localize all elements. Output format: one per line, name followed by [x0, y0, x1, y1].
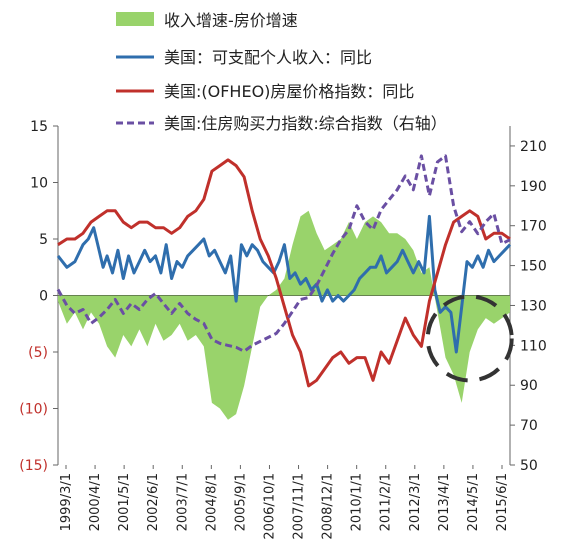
left-axis-tick-label: (10)	[19, 402, 48, 418]
x-axis-tick-label: 2011/2/1	[379, 473, 394, 531]
left-axis-tick-label: 10	[30, 176, 48, 192]
right-axis-tick-label: 210	[520, 139, 547, 155]
right-axis-tick-label: 90	[520, 378, 538, 394]
left-axis-tick-label: (15)	[19, 458, 48, 474]
line-layer	[56, 154, 512, 388]
legend-label-us-hpi: 美国:(OFHEO)房屋价格指数：同比	[164, 82, 414, 101]
series-area-income_minus_house	[58, 210, 510, 420]
legend: 收入增速-房价增速 美国：可支配个人收入：同比 美国:(OFHEO)房屋价格指数…	[116, 11, 447, 133]
x-axis-tick-label: 1999/3/1	[59, 473, 74, 531]
right-axis-tick-label: 170	[520, 219, 547, 235]
right-axis-tick-label: 190	[520, 179, 547, 195]
legend-swatch-income-minus-house	[116, 12, 154, 26]
x-axis-tick-label: 2001/5/1	[117, 473, 132, 531]
x-axis-tick-label: 2015/6/1	[495, 473, 510, 531]
x-axis-tick-label: 2005/9/1	[233, 473, 248, 531]
series-line-us_income	[56, 214, 512, 354]
right-axis-tick-label: 50	[520, 458, 538, 474]
legend-label-us-income: 美国：可支配个人收入：同比	[164, 48, 372, 67]
x-axis-tick-label: 2004/8/1	[204, 473, 219, 531]
legend-label-income-minus-house: 收入增速-房价增速	[164, 11, 298, 30]
x-axis-tick-label: 2008/12/1	[321, 473, 336, 540]
left-axis-tick-label: 15	[30, 119, 48, 135]
right-axis-tick-label: 150	[520, 259, 547, 275]
x-axis-tick-label: 2007/11/1	[292, 473, 307, 540]
x-axis-tick-label: 2010/1/1	[350, 473, 365, 531]
left-axis-tick-label: 0	[39, 289, 48, 305]
x-axis-tick-label: 2002/6/1	[146, 473, 161, 531]
x-axis-tick-label: 2000/4/1	[88, 473, 103, 531]
x-axis-tick-label: 2012/3/1	[408, 473, 423, 531]
series-line-affordability	[56, 154, 511, 353]
right-axis-tick-label: 110	[520, 338, 547, 354]
highlight-circle	[425, 294, 514, 383]
left-axis-tick-label: 5	[39, 232, 48, 248]
x-axis-tick-label: 2014/5/1	[466, 473, 481, 531]
x-axis-tick-label: 2003/7/1	[175, 473, 190, 531]
legend-label-affordability: 美国:住房购买力指数:综合指数（右轴）	[164, 114, 447, 133]
annotation-layer	[425, 294, 514, 383]
right-axis-tick-label: 130	[520, 298, 547, 314]
area-layer	[58, 210, 510, 420]
series-line-us_hpi	[57, 158, 511, 388]
right-axis-tick-label: 70	[520, 418, 538, 434]
x-axis-tick-label: 2006/10/1	[262, 473, 277, 540]
x-axis-tick-label: 2013/4/1	[437, 473, 452, 531]
left-axis-tick-label: (5)	[28, 345, 48, 361]
